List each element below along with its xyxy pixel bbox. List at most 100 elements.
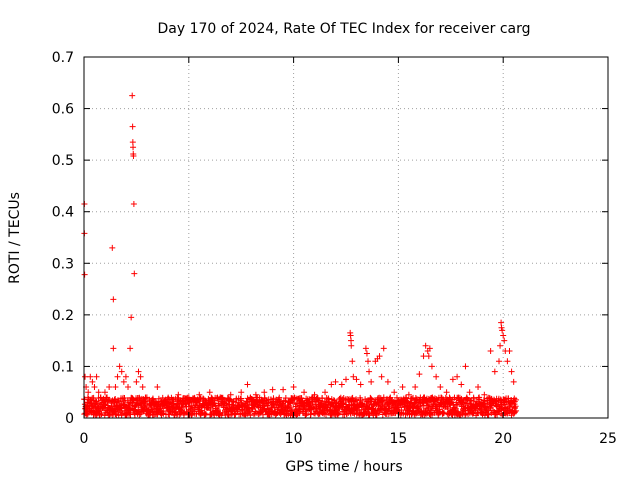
roti-point [197, 394, 204, 401]
roti-point [416, 397, 423, 404]
roti-point [238, 389, 245, 396]
roti-point [131, 270, 138, 277]
point-layer [81, 92, 518, 411]
roti-point [416, 371, 423, 378]
roti-point [101, 389, 108, 396]
roti-point [408, 395, 415, 402]
roti-point [348, 342, 355, 349]
roti-point [481, 412, 488, 419]
grid-layer [84, 57, 608, 418]
roti-point [437, 384, 444, 391]
roti-point [504, 358, 511, 365]
roti-point [135, 368, 142, 375]
roti-point [110, 345, 117, 352]
roti-point [343, 376, 349, 383]
roti-point [93, 399, 100, 406]
roti-point [89, 378, 96, 385]
y-tick-label: 0.2 [52, 308, 74, 324]
roti-point [501, 396, 508, 403]
roti-point [403, 395, 410, 402]
roti-point [160, 399, 167, 406]
roti-point [453, 399, 460, 406]
roti-point [82, 373, 89, 380]
roti-point [129, 139, 136, 146]
roti-point [407, 399, 414, 406]
roti-point [456, 412, 463, 419]
roti-point [118, 368, 125, 375]
roti-point [323, 411, 330, 418]
roti-point [412, 384, 419, 391]
roti-point [466, 389, 473, 396]
roti-point [95, 408, 102, 415]
roti-point [111, 408, 118, 415]
roti-point [350, 373, 357, 380]
roti-point [497, 342, 504, 349]
roti-point [301, 403, 308, 410]
roti-point [367, 395, 374, 402]
roti-point [391, 389, 398, 396]
roti-point [179, 405, 186, 412]
roti-point [501, 337, 508, 344]
roti-point [357, 381, 364, 388]
roti-point [380, 345, 387, 352]
roti-point [115, 412, 122, 419]
roti-point [104, 394, 111, 401]
roti-point [137, 373, 144, 380]
roti-point [498, 324, 505, 331]
roti-point [215, 411, 222, 418]
roti-point [511, 404, 518, 411]
roti-point [387, 394, 394, 401]
roti-point [290, 384, 297, 391]
roti-point [217, 394, 224, 401]
roti-point [269, 386, 276, 393]
roti-point [357, 396, 364, 403]
roti-point [362, 345, 369, 352]
roti-point [92, 398, 99, 405]
roti-point [302, 412, 309, 419]
roti-point [276, 394, 283, 401]
roti-point [366, 368, 373, 375]
roti-point [464, 396, 471, 403]
roti-point [196, 391, 203, 398]
roti-point [130, 144, 137, 151]
roti-point [440, 409, 447, 416]
roti-point [116, 363, 123, 370]
roti-point [142, 395, 149, 402]
roti-point [425, 353, 432, 360]
roti-point [332, 378, 339, 385]
roti-point [122, 373, 129, 380]
plot-frame [83, 56, 609, 419]
roti-point [206, 389, 213, 396]
roti-point [244, 381, 251, 388]
roti-point [202, 410, 209, 417]
roti-point [84, 399, 91, 406]
roti-point [108, 400, 115, 407]
roti-point [347, 332, 354, 339]
roti-point [95, 389, 102, 396]
roti-point [114, 397, 121, 404]
roti-point [376, 353, 383, 360]
x-tick-label: 15 [389, 431, 407, 447]
roti-point [426, 345, 433, 352]
roti-point [301, 389, 308, 396]
roti-point [481, 391, 488, 398]
roti-point [496, 358, 503, 365]
roti-point [133, 378, 140, 385]
roti-point [129, 123, 136, 130]
roti-point [261, 389, 268, 396]
roti-point [282, 394, 289, 401]
roti-point [399, 384, 406, 391]
y-tick-label: 0.1 [52, 359, 74, 375]
x-tick-label: 20 [494, 431, 512, 447]
roti-point [109, 244, 116, 251]
roti-point [444, 405, 451, 412]
roti-point [110, 296, 117, 303]
roti-point [99, 399, 106, 406]
chart-title: Day 170 of 2024, Rate Of TEC Index for r… [157, 21, 530, 37]
roti-point [498, 319, 505, 326]
y-tick-label: 0.3 [52, 256, 74, 272]
roti-point [422, 342, 429, 349]
roti-point [433, 373, 440, 380]
roti-point [487, 401, 494, 408]
roti-point [454, 373, 461, 380]
